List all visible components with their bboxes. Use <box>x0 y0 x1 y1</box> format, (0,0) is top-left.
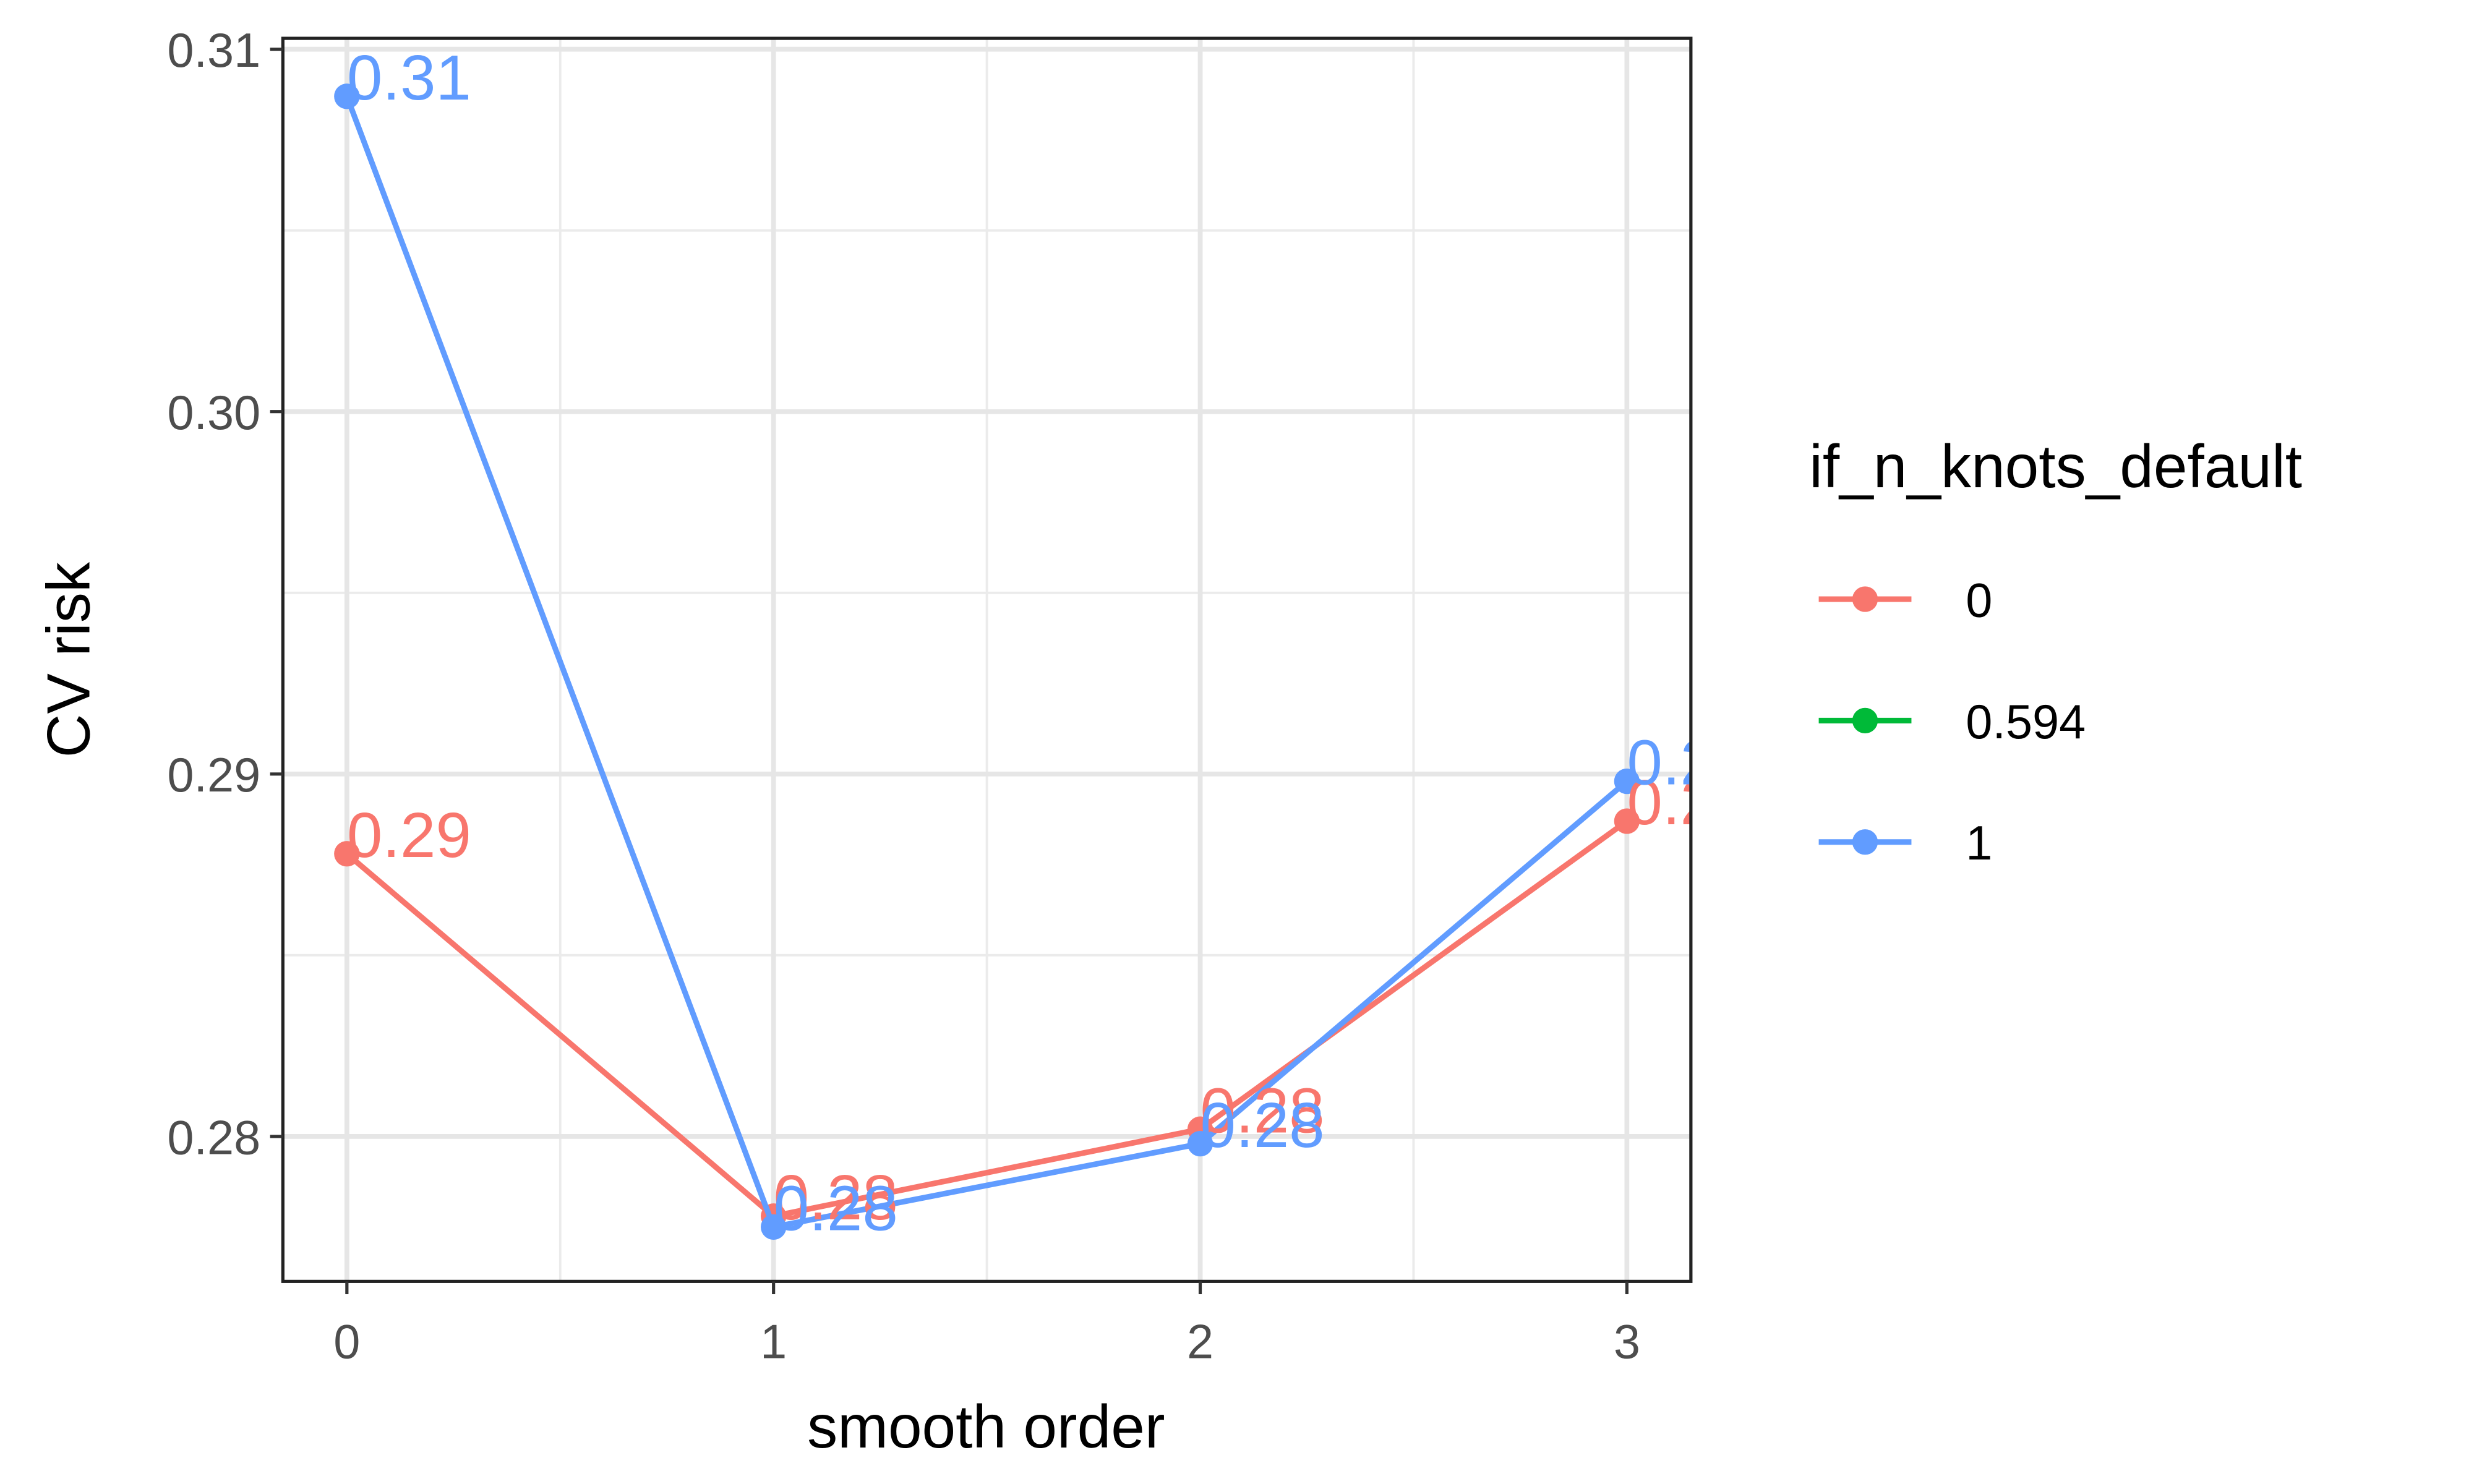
legend-label: 0.594 <box>1966 696 2086 749</box>
series-line <box>344 95 1629 1230</box>
y-tick-label: 0.30 <box>167 386 260 440</box>
data-label: 0.29 <box>1627 766 1751 838</box>
legend: 0 0.594 1 <box>1818 574 2086 870</box>
x-tick-label: 3 <box>1614 1315 1640 1368</box>
data-label: 0.28 <box>774 1161 898 1233</box>
data-point <box>334 83 360 109</box>
data-label: 0.31 <box>347 41 471 113</box>
legend-key-point <box>1852 707 1878 734</box>
data-point <box>1614 808 1640 834</box>
grid <box>283 38 1691 1282</box>
data-point <box>761 1214 787 1240</box>
axes: 0.28 0.29 0.30 0.31 0 1 2 3 <box>167 24 1640 1368</box>
data-point <box>1614 768 1640 795</box>
data-point <box>334 841 360 867</box>
plot-area: 0.290.280.280.290.310.280.280.29 <box>334 41 1751 1244</box>
y-tick-label: 0.29 <box>167 749 260 802</box>
legend-label: 0 <box>1966 574 1992 627</box>
data-label: 0.28 <box>774 1172 898 1244</box>
data-label: 0.29 <box>1627 727 1751 798</box>
legend-label: 1 <box>1966 817 1992 870</box>
y-tick-label: 0.28 <box>167 1111 260 1164</box>
legend-key-point <box>1852 829 1878 855</box>
x-tick-label: 0 <box>333 1315 360 1368</box>
data-label: 0.29 <box>347 799 471 871</box>
x-axis-title: smooth order <box>807 1392 1165 1461</box>
y-axis-title: CV risk <box>35 561 103 757</box>
x-tick-label: 1 <box>760 1315 787 1368</box>
panel-border <box>281 36 1693 1283</box>
series-line <box>345 819 1629 1219</box>
data-point <box>1187 1130 1213 1157</box>
y-tick-label: 0.31 <box>167 24 260 77</box>
data-label: 0.28 <box>1201 1089 1325 1161</box>
x-tick-label: 2 <box>1187 1315 1213 1368</box>
legend-title: if_n_knots_default <box>1809 432 2302 500</box>
legend-key-point <box>1852 586 1878 612</box>
data-label: 0.28 <box>1201 1074 1325 1146</box>
